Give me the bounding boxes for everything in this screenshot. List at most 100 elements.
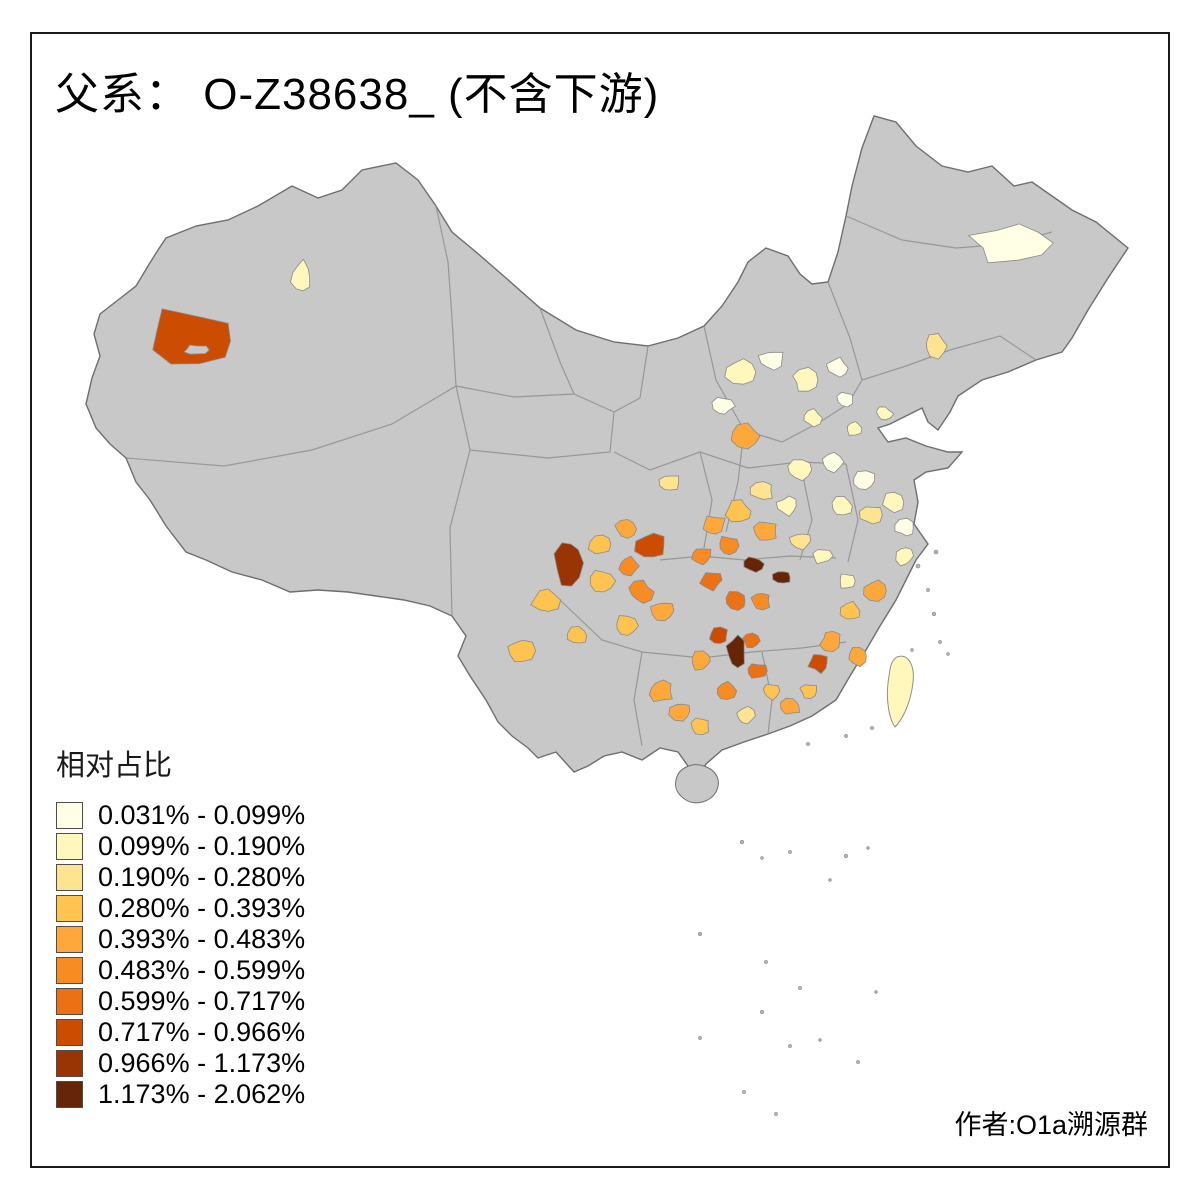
prefecture-region (749, 481, 773, 500)
prefecture-region (730, 422, 761, 450)
legend-label: 0.031% - 0.099% (98, 800, 306, 830)
prefecture-region (290, 258, 311, 292)
prefecture-region (792, 366, 819, 392)
prefecture-region (628, 579, 655, 604)
prefecture-region (742, 632, 761, 649)
legend-swatch (56, 988, 83, 1015)
prefecture-region (725, 591, 746, 611)
legend-swatch (56, 1050, 83, 1077)
prefecture-region (648, 679, 673, 703)
prefecture-region (775, 495, 797, 518)
figure-title: 父系： O-Z38638_ (不含下游) (55, 70, 660, 119)
prefecture-region (863, 579, 887, 602)
prefecture-region (530, 588, 562, 612)
prefecture-region (772, 571, 791, 584)
prefecture-region (553, 542, 584, 587)
legend-row: 0.599% - 0.717% (56, 986, 305, 1017)
prefecture-region (668, 703, 691, 722)
prefecture-region (875, 406, 895, 421)
prefecture-region (736, 705, 756, 725)
prefecture-region (614, 519, 637, 539)
legend-row: 0.966% - 1.173% (56, 1048, 305, 1079)
prefecture-region (812, 549, 834, 565)
legend-label: 0.599% - 0.717% (98, 986, 306, 1016)
prefecture-region (152, 308, 231, 365)
prefecture-region (787, 459, 813, 482)
prefecture-region (799, 684, 818, 700)
prefecture-region (859, 506, 883, 525)
prefecture-region (750, 593, 771, 611)
prefecture-region (724, 358, 757, 385)
legend-label: 0.717% - 0.966% (98, 1017, 306, 1047)
author-credit: 作者:O1a溯源群 (954, 1110, 1148, 1140)
legend-title: 相对占比 (56, 750, 173, 782)
prefecture-region (709, 626, 728, 644)
legend-swatch (56, 864, 83, 891)
prefecture-region (848, 646, 867, 668)
legend-swatch (56, 1081, 83, 1108)
prefecture-region (836, 391, 854, 408)
prefecture-region (821, 451, 845, 474)
prefecture-region (762, 683, 781, 702)
sea-islets (697, 549, 950, 1116)
prefecture-region (803, 408, 823, 428)
prefecture-region (743, 556, 765, 573)
prefecture-region (634, 532, 665, 558)
legend-row: 0.483% - 0.599% (56, 955, 305, 986)
china-mainland-shape (85, 115, 1129, 780)
legend-label: 0.483% - 0.599% (98, 955, 306, 985)
legend-row: 0.031% - 0.099% (56, 800, 305, 831)
prefecture-region (183, 344, 210, 355)
prefecture-region (846, 421, 863, 436)
prefecture-region (719, 535, 740, 556)
legend-row: 0.099% - 0.190% (56, 831, 305, 862)
prefecture-region (839, 573, 856, 589)
prefecture-region (649, 602, 675, 622)
prefecture-region (747, 663, 768, 679)
legend-swatch (56, 802, 83, 829)
legend-swatch (56, 1019, 83, 1046)
prefecture-region (691, 548, 712, 566)
prefecture-patches (152, 223, 1054, 736)
legend-label: 0.190% - 0.280% (98, 862, 306, 892)
prefecture-region (925, 333, 948, 360)
prefecture-region (780, 697, 801, 715)
prefecture-region (752, 521, 777, 541)
legend-rows: 0.031% - 0.099% 0.099% - 0.190% 0.190% - 0… (56, 800, 305, 1110)
prefecture-region (725, 634, 745, 669)
prefecture-region (895, 547, 915, 567)
prefecture-region (788, 533, 812, 551)
prefecture-region (882, 491, 905, 514)
prefecture-region (967, 223, 1054, 264)
legend-row: 1.173% - 2.062% (56, 1079, 305, 1110)
legend-label: 0.966% - 1.173% (98, 1048, 306, 1078)
legend: 相对占比 0.031% - 0.099% 0.099% - 0.190% 0.190… (56, 742, 305, 1110)
prefecture-region (724, 499, 752, 523)
prefecture-region (711, 396, 736, 415)
prefecture-region (825, 356, 849, 378)
legend-label: 0.393% - 0.483% (98, 924, 306, 954)
legend-swatch (56, 895, 83, 922)
prefecture-region (831, 495, 853, 516)
legend-row: 0.393% - 0.483% (56, 924, 305, 955)
legend-swatch (56, 833, 83, 860)
prefecture-region (616, 615, 639, 636)
prefecture-region (716, 680, 738, 700)
taiwan-island (886, 655, 914, 728)
prefecture-region (566, 625, 588, 644)
prefecture-region (658, 475, 680, 491)
prefecture-region (699, 572, 723, 592)
prefecture-region (690, 717, 710, 736)
legend-label: 0.099% - 0.190% (98, 831, 306, 861)
prefecture-region (507, 639, 537, 662)
prefecture-region (839, 600, 861, 620)
prefecture-region (702, 515, 726, 535)
legend-swatch (56, 957, 83, 984)
prefecture-region (589, 569, 617, 593)
prefecture-region (757, 351, 784, 371)
prefecture-region (587, 534, 612, 555)
prefecture-region (853, 470, 876, 491)
prefecture-region (618, 555, 640, 577)
